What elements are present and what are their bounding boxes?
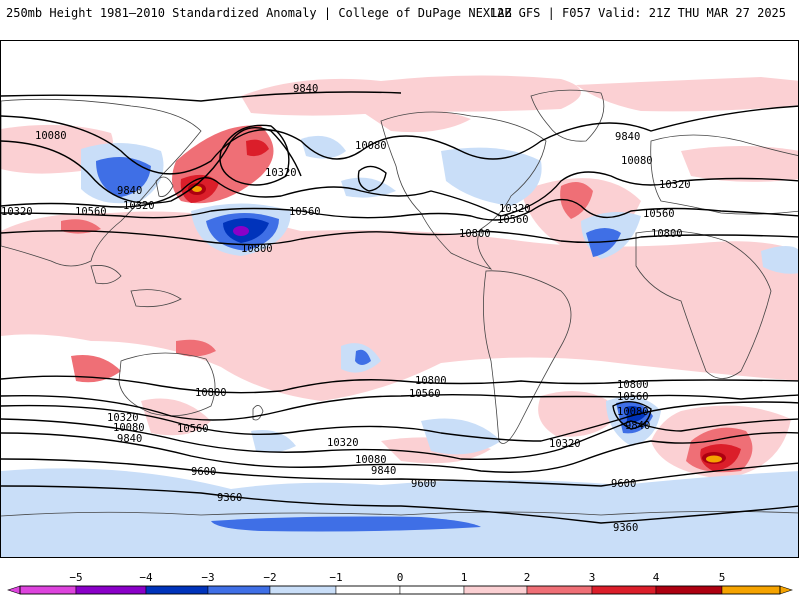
contour-label: 10560 [409,388,441,400]
contour-label: 10560 [497,214,529,226]
map-title: 250mb Height 1981–2010 Standardized Anom… [6,6,512,20]
colorbar-tick-label: 5 [719,571,726,584]
colorbar-tick-label: −4 [139,571,153,584]
contour-label: 9840 [293,83,318,95]
contour-label: 9600 [611,478,636,490]
colorbar-segment-pos5 [721,585,781,595]
contour-label: 10560 [75,206,107,218]
colorbar-segment-pos3 [591,585,657,595]
contour-label: 10560 [177,423,209,435]
contour-label: 10320 [659,179,691,191]
colorbar-low-arrow [7,585,21,595]
height-contours [1,91,798,524]
contour-label: 9840 [117,433,142,445]
contour-label: 10560 [643,208,675,220]
colorbar-segment-pos4 [655,585,723,595]
contour-label: 10080 [621,155,653,167]
contour-label: 10560 [617,391,649,403]
colorbar-tick-label: −2 [263,571,276,584]
colorbar-segment-pos2 [526,585,593,595]
contour-label: 10320 [549,438,581,450]
contour-label: 10080 [35,130,67,142]
colorbar-tick-label: −1 [329,571,342,584]
contour-label: 10320 [107,412,139,424]
contour-label: 9600 [411,478,436,490]
contour-label: 10080 [617,406,649,418]
colorbar-high-arrow [779,585,793,595]
contour-label: 10320 [1,206,33,218]
contour-label: 10320 [499,203,531,215]
colorbar-segment-neg3 [145,585,209,595]
contour-label: 10800 [415,375,447,387]
contour-label: 9600 [191,466,216,478]
contour-label: 10800 [617,379,649,391]
contour-label: 10320 [265,167,297,179]
contour-label: 9840 [371,465,396,477]
colorbar-tick-label: 3 [589,571,596,584]
contour-label: 9840 [117,185,142,197]
colorbar-segment-neg5 [19,585,77,595]
contour-label: 9840 [615,131,640,143]
colorbar-tick-label: 0 [397,571,404,584]
contour-label: 10800 [459,228,491,240]
anomaly-fill-pos5 [192,186,722,463]
colorbar-segment-neg4 [75,585,147,595]
contour-labels: 9840 10080 9840 10320 10320 10560 10320 … [1,83,691,534]
colorbar-segment-neg2 [207,585,271,595]
contour-label: 10320 [123,200,155,212]
colorbar-segment-neg1 [269,585,337,595]
contour-label: 9360 [217,492,242,504]
anomaly-colorbar: −5 −4 −3 −2 −1 0 1 2 3 4 5 [7,571,793,595]
contour-label: 10800 [195,387,227,399]
contour-label: 9360 [613,522,638,534]
model-valid-time: 12Z GFS | F057 Valid: 21Z THU MAR 27 202… [489,6,786,20]
colorbar-tick-label: −3 [201,571,214,584]
colorbar-tick-label: 1 [461,571,468,584]
contour-label: 10800 [651,228,683,240]
contour-label: 10560 [289,206,321,218]
colorbar-segment-zero-low [335,585,401,595]
contour-label: 9840 [625,420,650,432]
colorbar-tick-label: 2 [524,571,531,584]
map-panel[interactable]: 9840 10080 9840 10320 10320 10560 10320 … [0,40,799,558]
contour-label: 10080 [113,422,145,434]
contour-label: 10320 [327,437,359,449]
contour-label: 10080 [355,140,387,152]
contour-label: 10080 [355,454,387,466]
colorbar-tick-label: −5 [69,571,82,584]
colorbar-segment-zero-high [399,585,465,595]
anomaly-fill-neg4 [233,226,249,236]
colorbar-tick-label: 4 [653,571,660,584]
coastlines [1,89,798,517]
contour-label: 10800 [241,243,273,255]
colorbar-segment-pos1 [463,585,528,595]
